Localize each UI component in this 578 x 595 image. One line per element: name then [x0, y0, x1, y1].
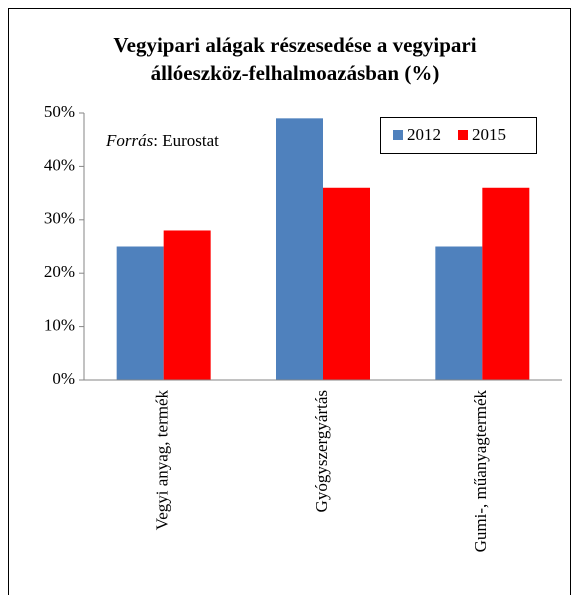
bar: [435, 246, 483, 380]
y-tick-label: 40%: [44, 155, 75, 174]
chart-title: állóeszköz-felhalmoazásban (%): [151, 61, 440, 85]
bar: [163, 230, 211, 380]
x-tick-label: Gyógyszergyártás: [312, 390, 331, 512]
legend-swatch: [458, 130, 468, 140]
legend-label: 2015: [472, 125, 506, 144]
x-tick-label: Vegyi anyag, termék: [153, 390, 172, 531]
bar: [116, 246, 164, 380]
legend-label: 2012: [407, 125, 441, 144]
y-tick-label: 10%: [44, 316, 75, 335]
annotation: Forrás: Eurostat: [105, 131, 219, 150]
x-tick-label: Gumi-, műanyagtermék: [471, 390, 490, 553]
bar: [276, 118, 323, 380]
bar: [482, 187, 530, 380]
y-tick-label: 30%: [44, 209, 75, 228]
annotation-source: Forrás: [105, 131, 154, 150]
bar: [323, 187, 370, 380]
chart-title: Vegyipari alágak részesedése a vegyipari: [113, 33, 476, 57]
annotation-text: : Eurostat: [153, 131, 219, 150]
legend-swatch: [393, 130, 403, 140]
y-tick-label: 0%: [52, 369, 75, 388]
y-tick-label: 50%: [44, 102, 75, 121]
y-tick-label: 20%: [44, 262, 75, 281]
